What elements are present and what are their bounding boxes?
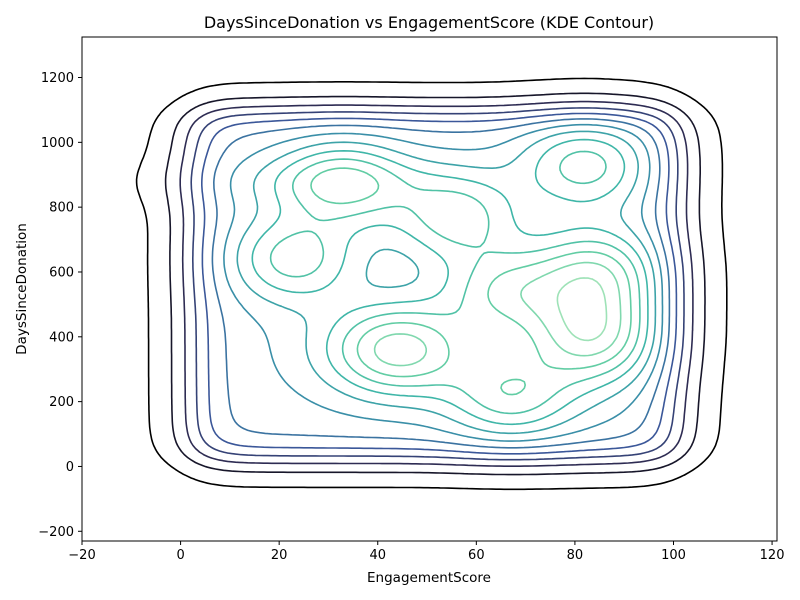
x-tick-label: 120 (760, 548, 785, 563)
x-tick-label: 40 (369, 548, 386, 563)
x-tick-label: 100 (661, 548, 686, 563)
x-tick-label: 0 (176, 548, 184, 563)
y-tick-label: 800 (49, 201, 74, 216)
x-tick-label: 80 (567, 548, 584, 563)
contour-level-11 (310, 167, 632, 396)
contour-level-8 (236, 130, 657, 435)
chart-title: DaysSinceDonation vs EngagementScore (KD… (204, 13, 654, 32)
y-axis-ticks: −200 0 200 400 600 800 1000 1200 (38, 71, 82, 540)
contour-lines (135, 77, 728, 491)
contour-level-12 (373, 261, 622, 367)
y-tick-label: −200 (38, 525, 74, 540)
y-axis-label: DaysSinceDonation (14, 223, 30, 355)
y-tick-label: 400 (49, 330, 74, 345)
y-tick-label: 1000 (41, 136, 74, 151)
contour-level-9 (251, 138, 649, 426)
x-axis-label: EngagementScore (367, 570, 491, 586)
contour-level-2 (164, 92, 706, 476)
plot-frame (81, 36, 778, 542)
contour-level-10 (269, 150, 641, 415)
x-tick-label: 60 (468, 548, 485, 563)
contour-level-13 (556, 277, 608, 342)
y-tick-label: 1200 (41, 71, 74, 86)
contour-level-1 (135, 77, 728, 491)
contour-level-6 (211, 118, 671, 449)
contour-level-5 (201, 112, 678, 455)
x-tick-label: −20 (68, 548, 95, 563)
y-tick-label: 0 (66, 460, 74, 475)
contour-level-3 (179, 100, 694, 467)
y-tick-label: 200 (49, 395, 74, 410)
contour-level-7 (223, 123, 664, 442)
x-tick-label: 20 (271, 548, 288, 563)
x-axis-ticks: −20 0 20 40 60 80 100 120 (68, 541, 784, 563)
y-tick-label: 600 (49, 265, 74, 280)
contour-level-4 (190, 107, 685, 461)
